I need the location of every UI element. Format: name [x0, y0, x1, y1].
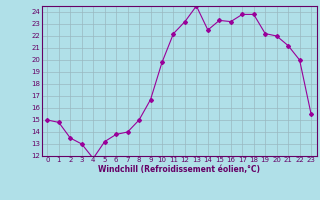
X-axis label: Windchill (Refroidissement éolien,°C): Windchill (Refroidissement éolien,°C)	[98, 165, 260, 174]
